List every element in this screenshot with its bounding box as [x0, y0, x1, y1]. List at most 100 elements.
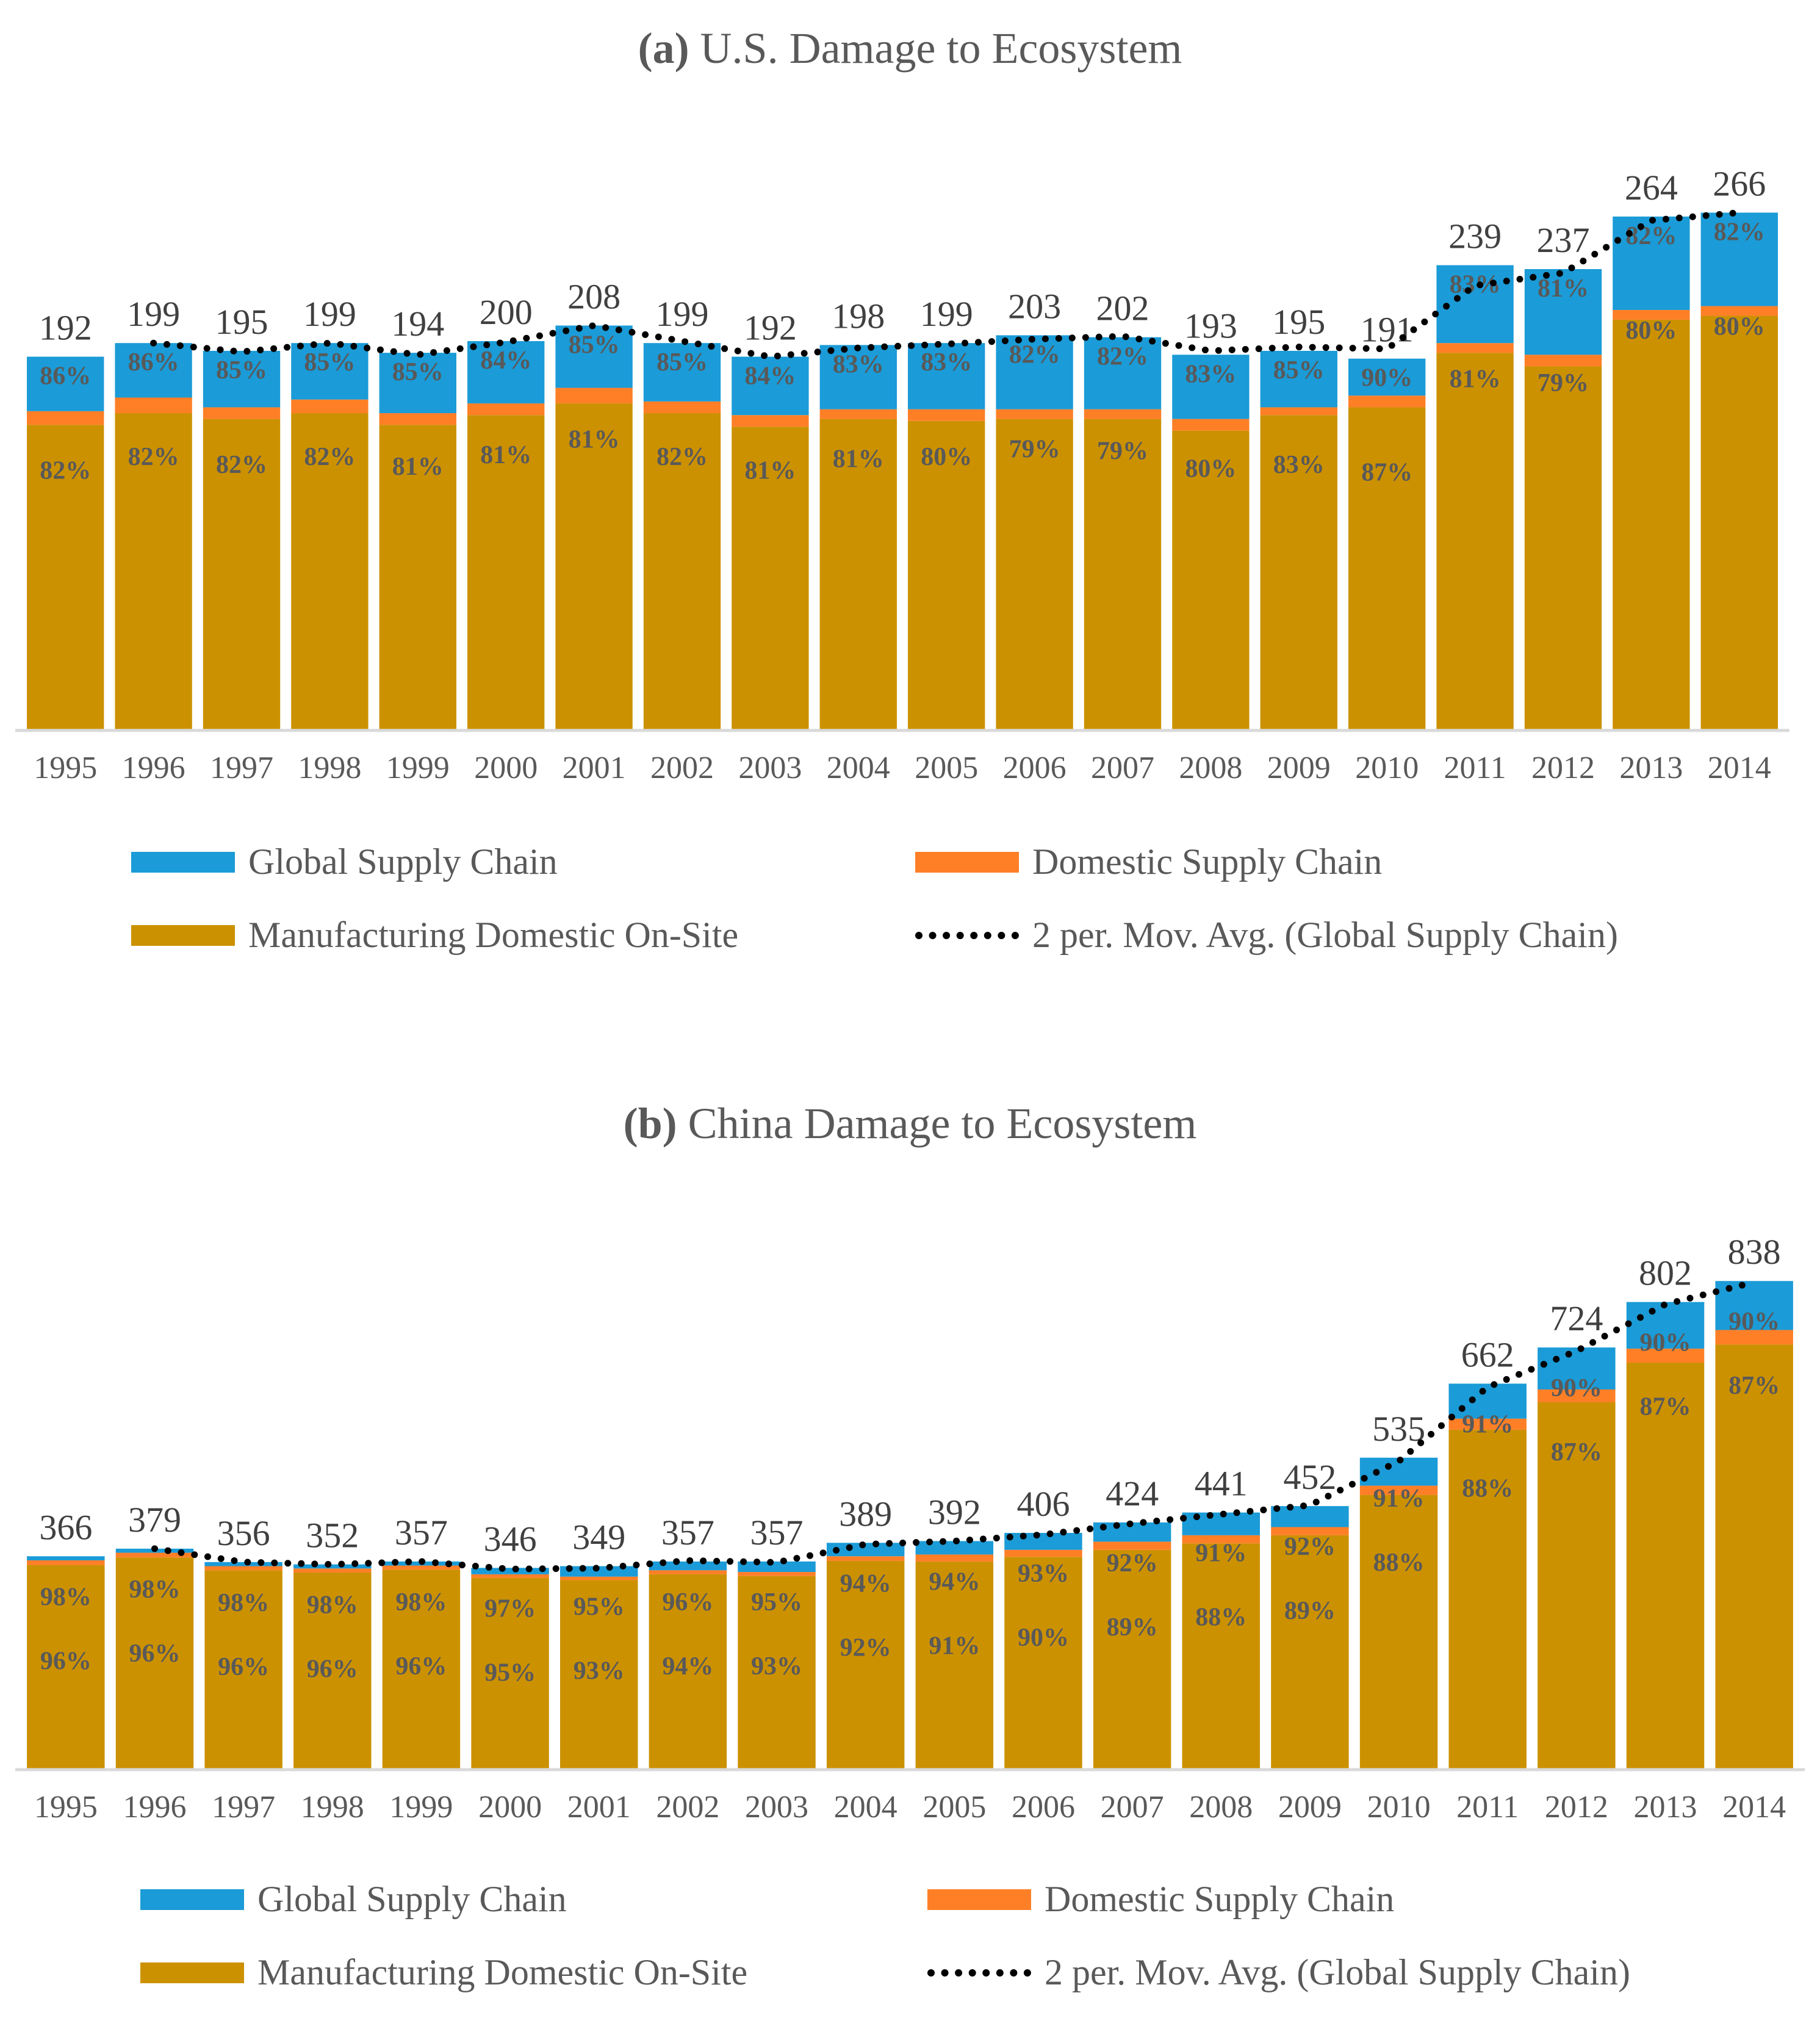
total-label: 838	[1728, 1232, 1781, 1272]
share-label-domestic: 92%	[1107, 1549, 1158, 1577]
bar-domestic	[27, 411, 104, 425]
bar-domestic	[1613, 309, 1690, 320]
total-label: 357	[750, 1513, 804, 1552]
x-tick-label: 2009	[1278, 1790, 1342, 1825]
bar-manufacturing	[915, 1561, 994, 1770]
share-label-manufacturing: 80%	[1714, 312, 1765, 341]
share-label-domestic: 85%	[304, 348, 355, 377]
share-label-manufacturing: 79%	[1009, 435, 1060, 463]
bar-manufacturing	[996, 419, 1073, 730]
share-label-manufacturing: 88%	[1373, 1549, 1425, 1577]
x-tick-label: 1998	[301, 1790, 364, 1825]
bar-domestic	[471, 1574, 549, 1578]
share-label-manufacturing: 87%	[1640, 1393, 1691, 1421]
share-label-manufacturing: 81%	[833, 445, 884, 473]
legend-label-movavg: 2 per. Mov. Avg. (Global Supply Chain)	[1032, 915, 1618, 955]
legend-label-global: Global Supply Chain	[248, 842, 558, 882]
bar-domestic	[1436, 343, 1514, 353]
bar-manufacturing	[1093, 1549, 1171, 1770]
bar-domestic	[1172, 419, 1250, 431]
total-label: 208	[567, 276, 620, 316]
legend-item-manufacturing-us: Manufacturing Domestic On-Site	[131, 914, 738, 956]
chart-panel-china: (b) China Damage to Ecosystem 366 98% 96% 1…	[0, 1074, 1820, 2029]
bar-domestic	[291, 399, 369, 414]
share-label-manufacturing: 87%	[1361, 459, 1412, 487]
bar-global	[649, 1561, 727, 1571]
bar-manufacturing	[115, 1557, 194, 1770]
x-tick-label: 2002	[656, 1790, 719, 1825]
x-tick-label: 2008	[1179, 751, 1242, 785]
x-tick-label: 2003	[745, 1790, 808, 1825]
bar-global	[1348, 358, 1426, 396]
chart-title-prefix-china: (b)	[623, 1099, 677, 1148]
x-tick-label: 1995	[34, 1790, 98, 1825]
legend-label-manufacturing: Manufacturing Domestic On-Site	[257, 1952, 748, 1992]
china-bar-group-2010: 535 91% 88% 2010	[1359, 1409, 1438, 1825]
share-label-manufacturing: 81%	[480, 441, 531, 469]
x-tick-label: 2012	[1545, 1790, 1608, 1825]
total-label: 352	[306, 1516, 359, 1555]
share-label-manufacturing: 96%	[129, 1640, 180, 1668]
total-label: 203	[1008, 286, 1061, 326]
total-label: 452	[1283, 1457, 1336, 1497]
x-tick-label: 2012	[1531, 751, 1595, 785]
bar-global	[291, 343, 369, 400]
bar-domestic	[1084, 409, 1162, 419]
legend-swatch-manufacturing	[140, 1962, 244, 1983]
bar-manufacturing	[27, 1565, 105, 1770]
bar-global	[996, 335, 1073, 409]
bar-domestic	[1093, 1541, 1171, 1550]
x-tick-label: 2011	[1444, 751, 1506, 785]
total-label: 379	[128, 1500, 181, 1540]
total-label: 239	[1448, 217, 1502, 256]
us-bar-group-1996: 199 86% 82% 1996	[115, 294, 192, 785]
share-label-domestic: 94%	[840, 1570, 891, 1598]
x-tick-label: 2006	[1012, 1790, 1075, 1825]
legend-item-movavg-us: 2 per. Mov. Avg. (Global Supply Chain)	[915, 914, 1618, 956]
total-label: 200	[480, 292, 533, 332]
x-tick-label: 2005	[923, 1790, 986, 1825]
share-label-manufacturing: 90%	[1018, 1624, 1069, 1652]
share-label-manufacturing: 89%	[1284, 1597, 1336, 1625]
x-tick-label: 2013	[1634, 1790, 1697, 1825]
x-tick-label: 1999	[389, 1790, 453, 1825]
us-bar-group-1999: 194 85% 81% 1999	[379, 304, 456, 785]
total-label: 662	[1461, 1335, 1514, 1374]
x-tick-label: 2001	[563, 751, 626, 785]
bar-manufacturing	[555, 403, 633, 730]
legend-swatch-domestic	[915, 851, 1019, 873]
bar-global	[1538, 1347, 1616, 1389]
share-label-manufacturing: 82%	[128, 443, 179, 471]
total-label: 392	[928, 1492, 981, 1532]
bar-domestic	[1448, 1418, 1527, 1430]
bar-manufacturing	[293, 1573, 372, 1770]
share-label-domestic: 85%	[569, 331, 620, 359]
bar-global	[1260, 350, 1337, 408]
bar-global	[732, 356, 809, 416]
bar-domestic	[293, 1568, 372, 1573]
us-bar-group-1998: 199 85% 82% 1998	[291, 294, 369, 785]
bar-global	[643, 343, 721, 402]
bar-domestic	[1348, 395, 1426, 408]
legend-item-manufacturing-china: Manufacturing Domestic On-Site	[140, 1952, 747, 1994]
us-bar-group-1997: 195 85% 82% 1997	[203, 302, 281, 785]
share-label-manufacturing: 82%	[40, 457, 91, 485]
bar-manufacturing	[27, 425, 104, 730]
x-tick-label: 2004	[827, 751, 890, 785]
share-label-domestic: 90%	[1551, 1374, 1602, 1402]
share-label-domestic: 95%	[751, 1588, 802, 1616]
share-label-manufacturing: 81%	[1450, 366, 1501, 394]
bar-manufacturing	[1715, 1344, 1793, 1770]
legend-swatch-global	[140, 1889, 244, 1910]
x-tick-label: 1997	[212, 1790, 275, 1825]
bar-manufacturing	[732, 427, 809, 730]
china-bar-group-1998: 352 98% 96% 1998	[293, 1516, 372, 1825]
total-label: 264	[1625, 168, 1678, 207]
bar-manufacturing	[1084, 419, 1162, 730]
bar-global	[1271, 1506, 1349, 1527]
bar-manufacturing	[826, 1560, 905, 1770]
share-label-domestic: 91%	[1195, 1540, 1246, 1568]
bar-global	[1436, 265, 1514, 344]
china-bar-group-2008: 441 91% 88% 2008	[1182, 1464, 1260, 1825]
bar-manufacturing	[1613, 319, 1690, 730]
